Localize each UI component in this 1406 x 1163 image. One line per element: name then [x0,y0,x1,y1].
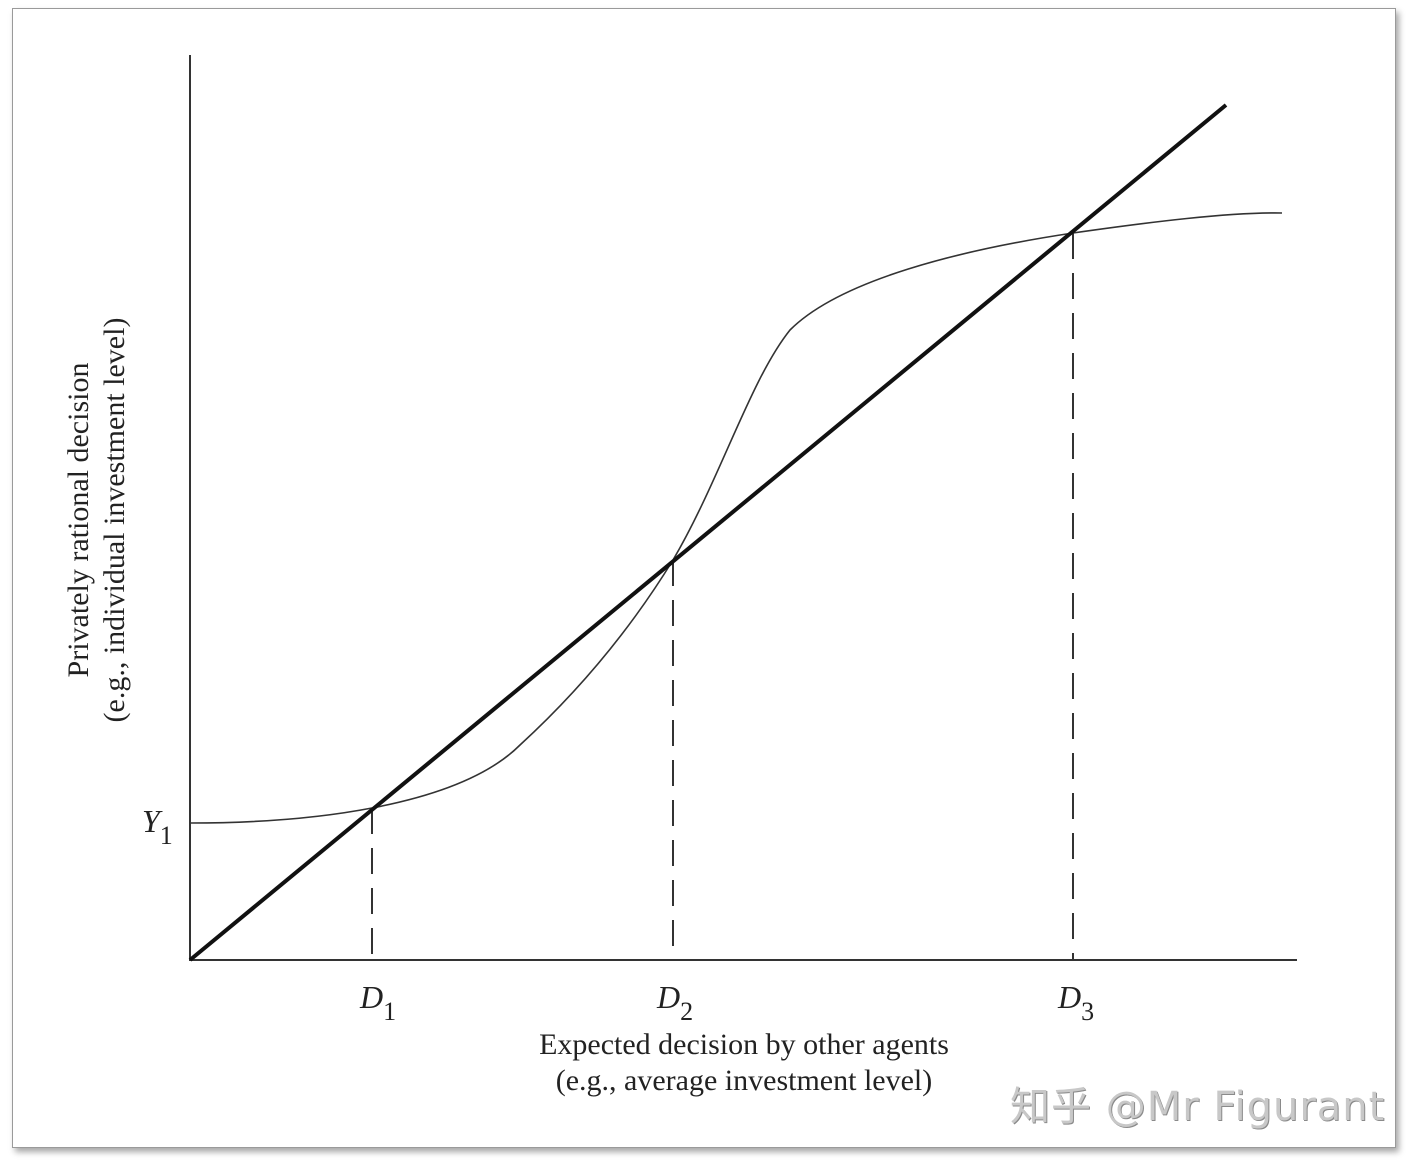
s-curve [189,212,1283,824]
x-tick-d3: D3 [1057,979,1094,1026]
x-tick-d1: D1 [359,979,396,1026]
y-axis-label-line1: Privately rational decision [62,363,95,678]
watermark: 知乎 @Mr Figurant [1010,1084,1386,1130]
image-frame [12,8,1396,1148]
x-tick-d2: D2 [656,979,693,1026]
x-axis-label-line2: (e.g., average investment level) [556,1064,933,1097]
y-axis-label-line2: (e.g., individual investment level) [98,318,131,723]
y-tick-y1: Y1 [142,803,173,850]
45-degree-line [188,103,1228,962]
x-axis-label-line1: Expected decision by other agents [539,1028,949,1061]
